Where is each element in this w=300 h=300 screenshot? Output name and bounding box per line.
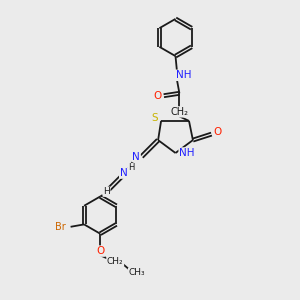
Text: H: H bbox=[103, 187, 110, 196]
Text: CH₃: CH₃ bbox=[128, 268, 145, 277]
Text: N: N bbox=[120, 168, 128, 178]
Text: O: O bbox=[154, 91, 162, 101]
Text: CH₂: CH₂ bbox=[170, 107, 188, 117]
Text: H: H bbox=[128, 163, 134, 172]
Text: NH: NH bbox=[176, 70, 191, 80]
Text: O: O bbox=[96, 246, 104, 256]
Text: O: O bbox=[213, 127, 222, 137]
Text: NH: NH bbox=[179, 148, 195, 158]
Text: Br: Br bbox=[55, 222, 66, 232]
Text: N: N bbox=[132, 152, 140, 162]
Text: CH₂: CH₂ bbox=[107, 257, 124, 266]
Text: S: S bbox=[151, 113, 158, 123]
